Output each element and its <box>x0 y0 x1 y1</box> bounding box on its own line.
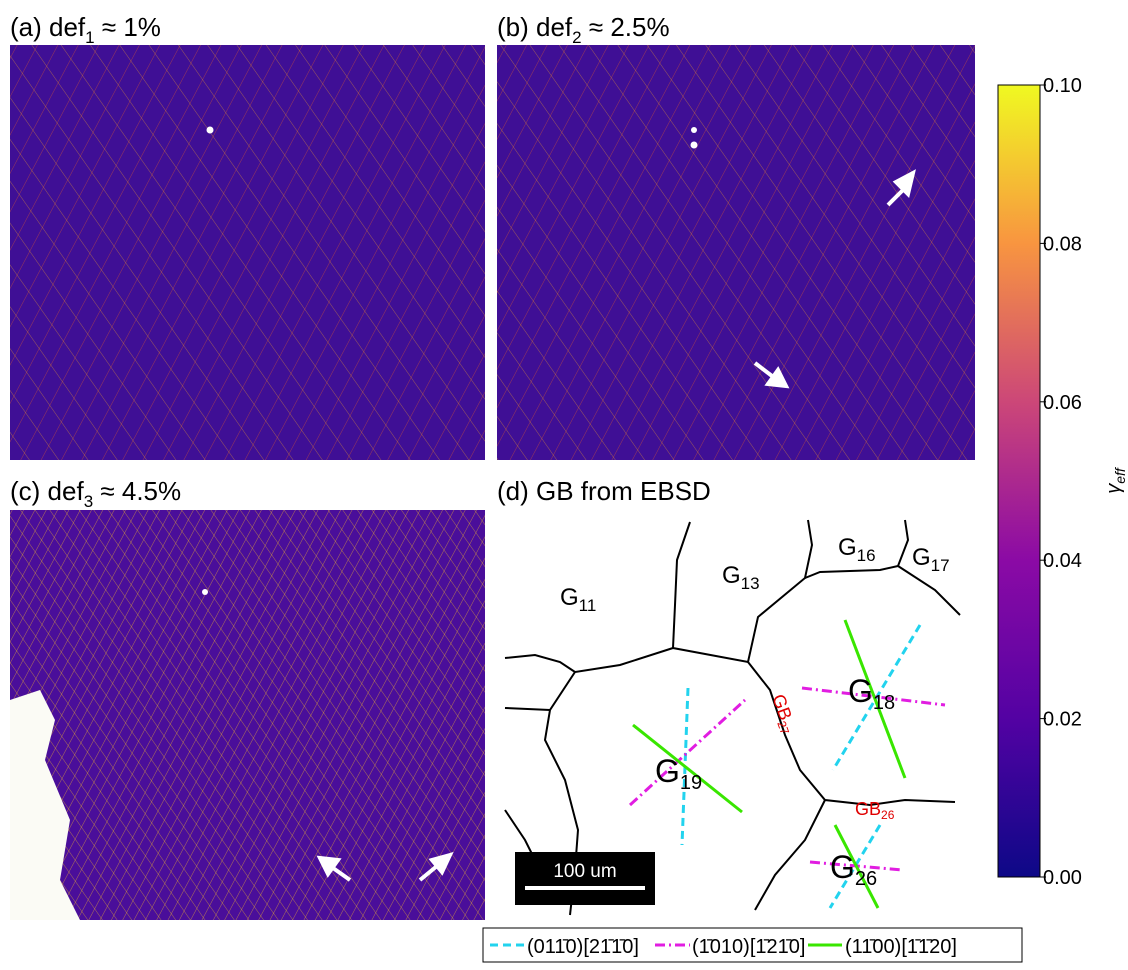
text-part: 18 <box>873 692 895 714</box>
colorbar-tick-label: 0.10 <box>1043 75 1082 97</box>
text-part: G <box>838 534 857 561</box>
text-part: 26 <box>881 808 895 822</box>
text-part: ≈ 2.5% <box>582 12 670 42</box>
marker <box>691 127 697 133</box>
text-part: 1 <box>85 28 94 47</box>
marker <box>207 127 214 134</box>
strain-map-overlay <box>497 45 975 460</box>
svg-text:G16: G16 <box>838 534 876 565</box>
panel-title: (a) def1 ≈ 1% <box>10 12 161 47</box>
colorbar <box>998 85 1040 877</box>
panel-title: (d) GB from EBSD <box>497 476 711 506</box>
text-part: 19 <box>680 772 702 794</box>
text-part: (b) def <box>497 12 573 42</box>
colorbar-tick-label: 0.08 <box>1043 233 1082 255</box>
text-part: 3 <box>84 492 93 511</box>
text-part: G <box>830 849 855 885</box>
text-part: eff <box>1112 466 1128 484</box>
svg-text:G17: G17 <box>912 544 950 575</box>
text-part: G <box>912 544 931 571</box>
marker <box>691 142 698 149</box>
marker <box>202 589 208 595</box>
strain-map-overlay <box>10 510 485 920</box>
svg-text:G13: G13 <box>722 562 760 593</box>
legend-label: (11̄00)[1̄1̄20] <box>845 936 957 958</box>
text-part: 13 <box>741 574 760 593</box>
text-part: 26 <box>855 868 877 890</box>
text-part: 17 <box>931 556 950 575</box>
text-part: ≈ 4.5% <box>93 476 181 506</box>
panel-title: (c) def3 ≈ 4.5% <box>10 476 181 511</box>
colorbar-label: γeff <box>1103 466 1128 494</box>
strain-map-overlay <box>10 45 485 460</box>
figure: (a) def1 ≈ 1% (b) def2 ≈ 2.5% (c) def3 ≈… <box>0 0 1128 965</box>
text-part: G <box>560 584 579 611</box>
panel-title: (b) def2 ≈ 2.5% <box>497 12 670 47</box>
scale-bar-label: 100 um <box>553 861 616 882</box>
svg-text:G11: G11 <box>560 584 596 615</box>
colorbar-tick-label: 0.04 <box>1043 550 1082 572</box>
legend-label: (1̄010)[1̄21̄0] <box>692 936 805 958</box>
svg-text:G19: G19 <box>655 753 702 794</box>
text-part: (c) def <box>10 476 84 506</box>
svg-text:GB27: GB27 <box>765 692 800 737</box>
colorbar-tick-label: 0.06 <box>1043 392 1082 414</box>
svg-text:G26: G26 <box>830 849 877 890</box>
grain-labels: G11 G13 G16 G17 G18 G19 G26 GB27 GB26 <box>560 534 950 890</box>
text-part: (a) def <box>10 12 86 42</box>
text-part: GB <box>768 692 796 723</box>
text-part: GB <box>855 799 881 819</box>
text-part: G <box>722 562 741 589</box>
text-part: ≈ 1% <box>95 12 161 42</box>
text-part: 11 <box>579 596 597 615</box>
text-part: G <box>655 753 680 789</box>
text-part: 2 <box>572 28 581 47</box>
legend-label: (011̄0)[21̄1̄0] <box>527 936 639 958</box>
text-part: G <box>848 673 873 709</box>
text-part: 16 <box>857 546 876 565</box>
colorbar-tick-label: 0.02 <box>1043 709 1082 731</box>
svg-text:G18: G18 <box>848 673 895 714</box>
colorbar-tick-label: 0.00 <box>1043 867 1082 889</box>
